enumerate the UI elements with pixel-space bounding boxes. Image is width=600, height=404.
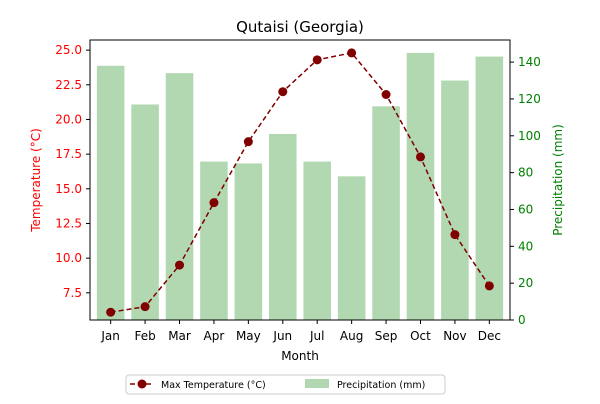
chart-title: Qutaisi (Georgia) bbox=[236, 18, 364, 36]
x-tick-label: Nov bbox=[443, 329, 466, 343]
temperature-line bbox=[106, 48, 494, 317]
y-right-tick-label: 0 bbox=[518, 313, 526, 327]
y-left-tick-label: 10.0 bbox=[55, 251, 82, 265]
precipitation-bar bbox=[96, 65, 125, 320]
precipitation-bar bbox=[200, 161, 228, 320]
precipitation-bar bbox=[165, 73, 194, 320]
temperature-point bbox=[415, 152, 425, 162]
x-tick-label: Sep bbox=[375, 329, 398, 343]
x-tick-label: Jun bbox=[272, 329, 292, 343]
temperature-point bbox=[312, 55, 322, 65]
x-axis: Jan Feb Mar Apr May Jun Jul Aug Sep Oct Nov Dec bbox=[100, 320, 501, 343]
y-right-tick-label: 60 bbox=[518, 202, 533, 216]
y-right-tick-label: 80 bbox=[518, 166, 533, 180]
y-left-tick-label: 7.5 bbox=[63, 286, 82, 300]
y-axis-left: 7.5 10.0 12.5 15.0 17.5 20.0 22.5 25.0 bbox=[55, 43, 90, 300]
plot-frame bbox=[89, 39, 511, 321]
y-right-tick-label: 100 bbox=[518, 129, 541, 143]
x-axis-label: Month bbox=[281, 349, 319, 363]
y-left-tick-label: 17.5 bbox=[55, 147, 82, 161]
x-tick-label: Oct bbox=[410, 329, 431, 343]
precipitation-bar bbox=[441, 80, 469, 321]
precipitation-bar bbox=[234, 163, 263, 320]
temperature-point bbox=[347, 48, 357, 58]
temperature-point bbox=[106, 307, 116, 317]
y-left-tick-label: 15.0 bbox=[55, 182, 82, 196]
y-right-tick-label: 140 bbox=[518, 55, 541, 69]
temperature-point bbox=[450, 230, 460, 240]
legend-line-marker bbox=[137, 379, 147, 389]
y-left-tick-label: 22.5 bbox=[55, 78, 82, 92]
x-tick-label: Jan bbox=[100, 329, 120, 343]
temperature-line-path bbox=[110, 52, 490, 313]
x-tick-label: Mar bbox=[168, 329, 191, 343]
x-tick-label: Jul bbox=[309, 329, 324, 343]
temperature-point bbox=[209, 198, 219, 208]
y-right-tick-label: 40 bbox=[518, 239, 533, 253]
x-tick-label: Dec bbox=[478, 329, 501, 343]
temperature-point bbox=[381, 90, 391, 100]
temperature-point bbox=[278, 87, 288, 97]
y-right-tick-label: 20 bbox=[518, 276, 533, 290]
legend-box bbox=[125, 374, 446, 395]
precipitation-bar bbox=[131, 104, 159, 320]
x-tick-label: Aug bbox=[340, 329, 363, 343]
legend-bar-swatch bbox=[305, 379, 329, 388]
y-axis-right-label: Precipitation (mm) bbox=[551, 124, 565, 236]
precipitation-bar bbox=[303, 161, 331, 320]
precipitation-bars bbox=[96, 52, 504, 321]
temperature-point bbox=[140, 302, 150, 312]
x-tick-label: Apr bbox=[204, 329, 225, 343]
legend: Max Temperature (°C) Precipitation (mm) bbox=[125, 374, 446, 395]
legend-label-precipitation: Precipitation (mm) bbox=[337, 380, 425, 391]
temperature-point bbox=[175, 260, 185, 270]
y-axis-left-label: Temperature (°C) bbox=[29, 128, 43, 233]
precipitation-bar bbox=[406, 52, 435, 320]
y-right-tick-label: 120 bbox=[518, 92, 541, 106]
precipitation-bar bbox=[337, 176, 366, 320]
precipitation-bar bbox=[269, 133, 297, 320]
temperature-point bbox=[484, 281, 494, 291]
y-left-tick-label: 25.0 bbox=[55, 43, 82, 57]
precipitation-bar bbox=[372, 106, 400, 320]
x-tick-label: May bbox=[236, 329, 261, 343]
temperature-point bbox=[243, 137, 253, 147]
y-left-tick-label: 12.5 bbox=[55, 216, 82, 230]
x-tick-label: Feb bbox=[134, 329, 155, 343]
legend-label-temperature: Max Temperature (°C) bbox=[161, 380, 266, 391]
y-left-tick-label: 20.0 bbox=[55, 112, 82, 126]
precipitation-bar bbox=[475, 56, 504, 320]
y-axis-right: 0 20 40 60 80 100 120 140 bbox=[510, 55, 541, 327]
